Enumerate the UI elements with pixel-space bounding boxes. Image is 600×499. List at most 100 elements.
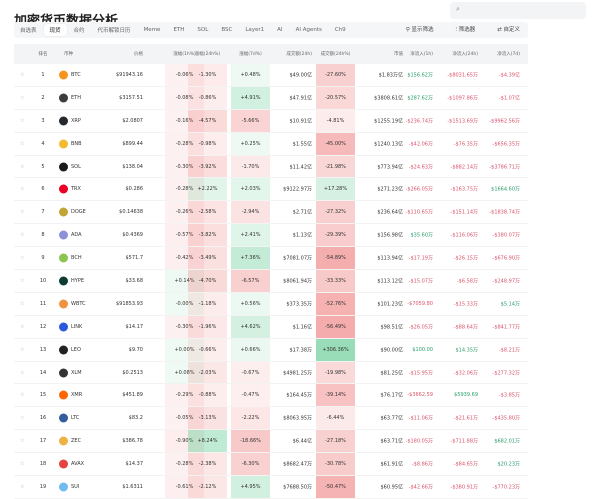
table-row[interactable]: ☆ 15 XMR $451.89 -0.29% -0.88% -0.47% $164.45万 -… bbox=[14, 384, 528, 408]
table-row[interactable]: ☆ 10 HYPE $33.68 +0.14% -4.70% -6.57% $8061.94万… bbox=[14, 270, 528, 293]
table-row[interactable]: ☆ 9 BCH $571.7 -0.42% -3.49% +7.36% $7081.07万 -5… bbox=[14, 247, 528, 271]
coin-symbol[interactable]: BNB bbox=[71, 140, 82, 147]
coin-symbol[interactable]: XMR bbox=[71, 392, 83, 399]
table-row[interactable]: ☆ 17 ZEC $386.78 -0.90% +8.24% -18.66% $6.44亿 -2… bbox=[14, 430, 528, 454]
change-cell: -0.98% bbox=[188, 132, 227, 155]
tab-eth[interactable]: ETH bbox=[173, 27, 185, 33]
coin-symbol[interactable]: DOGE bbox=[71, 209, 86, 216]
column-header[interactable]: 成交额(24h) bbox=[286, 52, 312, 57]
coin-symbol[interactable]: BTC bbox=[71, 71, 81, 78]
coin-symbol[interactable]: SOL bbox=[71, 163, 81, 170]
price: $571.7 bbox=[125, 255, 144, 262]
change-value: -0.88% bbox=[198, 392, 217, 399]
coin-symbol[interactable]: SUI bbox=[71, 483, 80, 490]
star-icon[interactable]: ☆ bbox=[20, 186, 25, 193]
star-icon[interactable]: ☆ bbox=[20, 438, 25, 445]
column-header[interactable]: 涨幅(1h%) bbox=[173, 52, 196, 57]
star-icon[interactable]: ☆ bbox=[20, 369, 25, 376]
coin-symbol[interactable]: ADA bbox=[71, 232, 82, 239]
tab-ai[interactable]: AI bbox=[277, 27, 283, 33]
star-icon[interactable]: ☆ bbox=[20, 94, 25, 101]
table-row[interactable]: ☆ 7 DOGE $0.14638 -0.26% -2.58% -2.94% $2.71亿 -2… bbox=[14, 201, 528, 225]
table-row[interactable]: ☆ 14 XLM $0.2513 +0.08% -2.03% -0.67% $4981.25万… bbox=[14, 361, 528, 385]
filter-button[interactable]: ⫶ 筛选器 bbox=[451, 23, 480, 36]
table-row[interactable]: ☆ 6 TRX $0.286 -0.28% +2.22% +2.03% $9122.97万 +1… bbox=[14, 178, 528, 202]
change-cell: -6.44% bbox=[316, 407, 355, 430]
column-header[interactable]: 净流入(1h) bbox=[410, 52, 433, 57]
tab-ch9[interactable]: Ch9 bbox=[334, 27, 346, 33]
table-row[interactable]: ☆ 4 BNB $899.44 -0.28% -0.98% +0.25% $1.55亿 -45.… bbox=[14, 132, 528, 156]
table-row[interactable]: ☆ 1 BTC $91943.16 -0.06% -1.30% +0.48% $49.00亿 -… bbox=[14, 64, 528, 87]
coin-symbol[interactable]: XLM bbox=[71, 369, 82, 376]
table-row[interactable]: ☆ 19 SUI $1.6311 -0.61% -2.12% +4.95% $7688.50万… bbox=[14, 476, 528, 499]
change-value: +0.66% bbox=[240, 346, 261, 353]
search-input[interactable]: ⌕ bbox=[450, 2, 586, 19]
change-cell: -2.94% bbox=[231, 201, 270, 224]
table-row[interactable]: ☆ 2 ETH $3157.51 -0.08% -0.86% +4.91% $47.91亿 -2… bbox=[14, 86, 528, 110]
star-icon[interactable]: ☆ bbox=[20, 346, 25, 353]
star-icon[interactable]: ☆ bbox=[20, 277, 25, 284]
coin-symbol[interactable]: AVAX bbox=[71, 461, 85, 468]
star-icon[interactable]: ☆ bbox=[20, 461, 25, 468]
star-icon[interactable]: ☆ bbox=[20, 140, 25, 147]
table-row[interactable]: ☆ 16 LTC $83.2 -0.05% -3.13% -2.22% $8063.95万 -6… bbox=[14, 407, 528, 431]
show-filter-button[interactable]: ⚲ 显示筛选 bbox=[401, 23, 438, 36]
coin-symbol[interactable]: LINK bbox=[71, 323, 83, 330]
column-header[interactable]: 净流入(7d) bbox=[497, 52, 520, 57]
table-row[interactable]: ☆ 5 SOL $138.04 -0.30% -3.92% -1.70% $11.42亿 -21… bbox=[14, 155, 528, 179]
tab-代币解锁日历[interactable]: 代币解锁日历 bbox=[97, 28, 131, 34]
tab-现货[interactable]: 现货 bbox=[43, 24, 67, 36]
coin-symbol[interactable]: HYPE bbox=[71, 277, 84, 284]
tab-bsc[interactable]: BSC bbox=[221, 27, 233, 33]
change-value: +0.00% bbox=[174, 346, 195, 353]
star-icon[interactable]: ☆ bbox=[20, 71, 25, 78]
column-header[interactable]: 排名 bbox=[38, 52, 48, 57]
star-icon[interactable]: ☆ bbox=[20, 323, 25, 330]
star-icon[interactable]: ☆ bbox=[20, 209, 25, 216]
table-row[interactable]: ☆ 12 LINK $14.17 -0.30% -1.96% +4.62% $1.16亿 -56… bbox=[14, 315, 528, 339]
net-inflow-7d: -$277.32万 bbox=[492, 370, 520, 377]
price: $0.2513 bbox=[122, 369, 143, 376]
column-header[interactable]: 成交额(24h%) bbox=[320, 52, 351, 57]
coin-symbol[interactable]: XRP bbox=[71, 117, 81, 124]
net-inflow-24h: -$380.91万 bbox=[450, 484, 478, 491]
customize-button[interactable]: ⇄ 自定义 bbox=[493, 23, 524, 36]
star-icon[interactable]: ☆ bbox=[20, 415, 25, 422]
coin-symbol[interactable]: ETH bbox=[71, 94, 81, 101]
column-header[interactable]: 净流入(24h) bbox=[452, 52, 478, 57]
change-cell: -1.30% bbox=[188, 64, 227, 86]
coin-symbol[interactable]: ZEC bbox=[71, 438, 82, 445]
coin-symbol[interactable]: LEO bbox=[71, 346, 81, 353]
star-icon[interactable]: ☆ bbox=[20, 255, 25, 262]
coin-symbol[interactable]: WBTC bbox=[71, 300, 86, 307]
coin-symbol[interactable]: BCH bbox=[71, 255, 82, 262]
star-icon[interactable]: ☆ bbox=[20, 483, 25, 490]
table-row[interactable]: ☆ 8 ADA $0.4369 -0.57% -3.82% +2.41% $1.13亿 -29.… bbox=[14, 224, 528, 248]
rank: 15 bbox=[39, 392, 47, 399]
star-icon[interactable]: ☆ bbox=[20, 117, 25, 124]
change-cell: -3.92% bbox=[188, 155, 227, 178]
star-icon[interactable]: ☆ bbox=[20, 232, 25, 239]
coin-symbol[interactable]: TRX bbox=[71, 186, 81, 193]
tab-meme[interactable]: Meme bbox=[143, 27, 161, 33]
tab-sol[interactable]: SOL bbox=[197, 27, 209, 33]
tab-layer1[interactable]: Layer1 bbox=[245, 27, 265, 33]
column-header[interactable]: 涨幅(7d%) bbox=[239, 52, 262, 57]
table-row[interactable]: ☆ 11 WBTC $91853.93 -0.00% -1.18% +0.56% $373.3… bbox=[14, 292, 528, 316]
coin-symbol[interactable]: LTC bbox=[71, 415, 80, 422]
star-icon[interactable]: ☆ bbox=[20, 163, 25, 170]
column-header[interactable]: 币种 bbox=[64, 52, 73, 57]
star-icon[interactable]: ☆ bbox=[20, 300, 25, 307]
tab-合约[interactable]: 合约 bbox=[73, 28, 85, 34]
table-row[interactable]: ☆ 3 XRP $2.0807 -0.16% -4.57% -5.66% $10.91亿 -4.… bbox=[14, 109, 528, 133]
tab-ai-agents[interactable]: AI Agents bbox=[295, 27, 322, 33]
table-row[interactable]: ☆ 13 LEO $9.70 +0.00% -0.66% +0.66% $17.38万 +306… bbox=[14, 338, 528, 362]
table-row[interactable]: ☆ 18 AVAX $14.37 -0.28% -2.38% -6.30% $8682.47万… bbox=[14, 453, 528, 477]
column-header[interactable]: 涨幅(24h%) bbox=[194, 52, 221, 57]
tab-自选表[interactable]: 自选表 bbox=[20, 28, 37, 34]
column-header[interactable]: 市值 bbox=[394, 52, 403, 57]
column-header[interactable]: 价格 bbox=[134, 52, 143, 57]
change-cell: +0.56% bbox=[231, 292, 270, 315]
star-icon[interactable]: ☆ bbox=[20, 392, 25, 399]
change-value: -56.49% bbox=[325, 323, 346, 330]
